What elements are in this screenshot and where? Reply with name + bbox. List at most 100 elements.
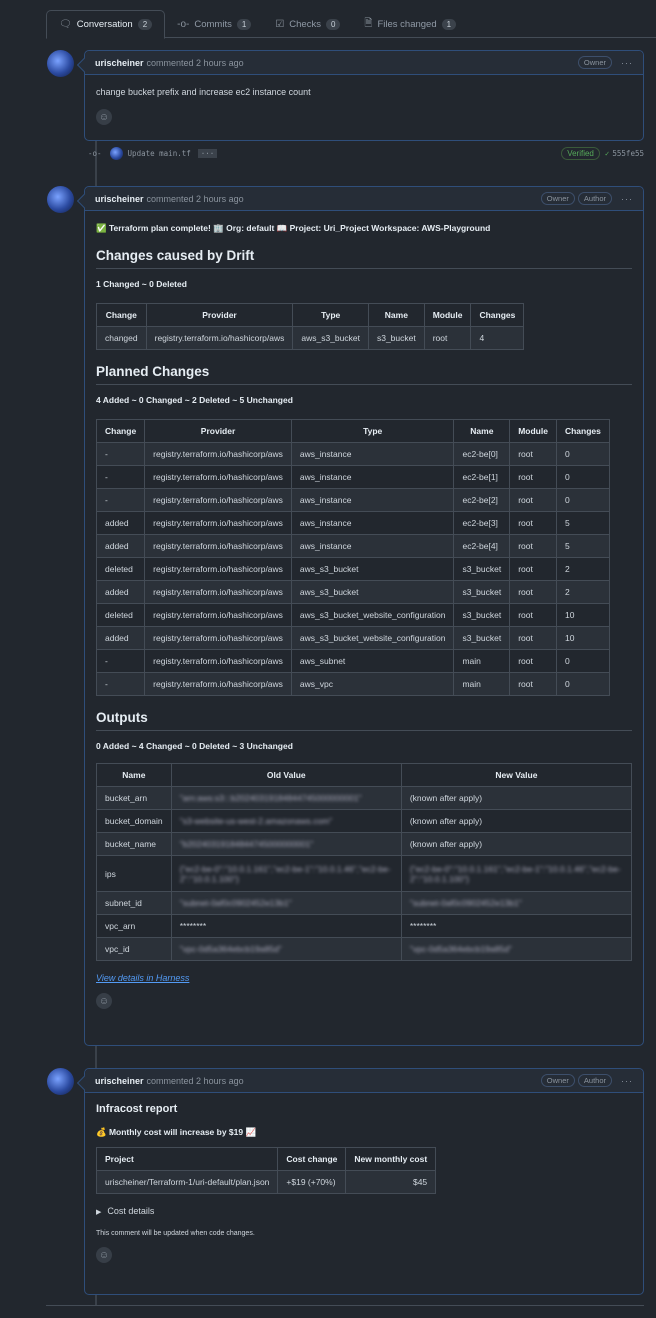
table-cell: aws_s3_bucket_website_configuration — [290, 626, 455, 650]
header-row: Name Old Value New Value — [96, 763, 633, 787]
outputs-heading: Outputs — [96, 710, 632, 731]
drift-table: Change Provider Type Name Module Changes chang… — [96, 303, 525, 350]
planned-table: Change Provider Type Name Module Changes - regi… — [96, 419, 610, 696]
table-row: urischeiner/Terraform-1/uri-default/plan… — [95, 1170, 437, 1194]
comment-timestamp[interactable]: commented 2 hours ago — [146, 193, 244, 204]
smiley-icon[interactable]: ☺ — [96, 1247, 112, 1263]
table-cell: 0 — [555, 649, 610, 673]
table-cell: s3_bucket — [453, 603, 511, 627]
cell-text: - — [105, 495, 108, 505]
cell-text: 0 — [564, 679, 570, 689]
cell-text: 10 — [564, 633, 575, 643]
table-cell: aws_s3_bucket — [290, 580, 455, 604]
table-cell: aws_instance — [290, 465, 455, 489]
column-header: Change — [96, 419, 146, 443]
tab-count: 0 — [325, 18, 341, 30]
cell-text: 0 — [564, 449, 570, 459]
table-cell: 0 — [555, 672, 610, 696]
owner-badge: Owner — [540, 192, 575, 205]
avatar[interactable] — [47, 50, 74, 77]
author-link[interactable]: urischeiner — [95, 193, 144, 204]
kebab-menu-icon[interactable]: ··· — [621, 1075, 633, 1086]
table-cell: ec2-be[2] — [453, 488, 511, 512]
cell-text: - — [105, 679, 108, 689]
table-cell: "subnet-0af0c0902452e13b1" — [400, 891, 633, 915]
cell-text: root — [518, 679, 533, 689]
table-row: deleted registry.terraform.io/hashicorp/a… — [96, 603, 610, 627]
cell-text: aws_s3_bucket_website_configuration — [299, 633, 446, 643]
smiley-icon[interactable]: ☺ — [96, 993, 112, 1009]
table-cell: {"ec2-be-0":"10.0.1.161","ec2-be-1":"10.… — [170, 855, 402, 892]
table-cell: deleted — [96, 557, 146, 581]
commit-message[interactable]: Update main.tf — [127, 148, 191, 158]
table-cell: subnet_id — [96, 891, 172, 915]
table-cell: $45 — [345, 1170, 437, 1194]
table-cell: urischeiner/Terraform-1/uri-default/plan… — [95, 1170, 279, 1194]
cell-text: bucket_domain — [105, 816, 163, 826]
cell-text: ips — [105, 868, 116, 879]
cell-text: root — [518, 449, 533, 459]
table-cell: aws_subnet — [290, 649, 455, 673]
kebab-menu-icon[interactable]: ··· — [621, 193, 633, 204]
cell-text: changed — [105, 333, 138, 343]
commit-sha[interactable]: 555fe55 — [612, 148, 644, 158]
cell-text: ec2-be[0] — [462, 449, 498, 459]
cell-text: +$19 (+70%) — [286, 1177, 336, 1187]
tab-label: Commits — [194, 18, 232, 30]
cell-text: subnet_id — [105, 898, 142, 908]
avatar[interactable] — [47, 1068, 74, 1095]
column-header: Module — [423, 303, 472, 327]
table-cell: 0 — [555, 442, 610, 466]
table-cell: registry.terraform.io/hashicorp/aws — [144, 557, 292, 581]
tab-commits[interactable]: -o- Commits 1 — [165, 10, 263, 38]
author-link[interactable]: urischeiner — [95, 57, 144, 68]
cell-text: "arn:aws:s3:::b2024031918484474500000000… — [179, 793, 362, 803]
table-cell: ec2-be[1] — [453, 465, 511, 489]
table-cell: "vpc-0d5a364ebcb19a85d" — [400, 937, 633, 961]
table-cell: aws_instance — [290, 534, 455, 558]
column-header: Project — [95, 1147, 279, 1171]
tab-files-changed[interactable]: 🗎 Files changed 1 — [352, 10, 468, 38]
kebab-menu-icon[interactable]: ··· — [621, 57, 633, 68]
cell-text: ******** — [409, 921, 437, 931]
avatar[interactable] — [109, 146, 123, 160]
column-header: Name — [453, 419, 511, 443]
table-cell: - — [96, 672, 146, 696]
tab-checks[interactable]: ☑ Checks 0 — [263, 10, 352, 38]
cell-text: (known after apply) — [409, 793, 483, 803]
comment-timestamp[interactable]: commented 2 hours ago — [146, 1075, 244, 1086]
tab-count: 2 — [137, 19, 153, 30]
verified-badge[interactable]: Verified — [561, 146, 600, 160]
author-link[interactable]: urischeiner — [95, 1075, 144, 1086]
table-row: ips {"ec2-be-0":"10.0.1.161","ec2-be-1":"… — [96, 855, 633, 892]
table-row: vpc_id "vpc-0d5a364ebcb19a85d" "vpc-0d5a36… — [96, 937, 633, 961]
cell-text: deleted — [105, 564, 133, 574]
table-row: - registry.terraform.io/hashicorp/aws aws_… — [96, 649, 610, 673]
table-cell: added — [96, 626, 146, 650]
avatar[interactable] — [47, 186, 74, 213]
cell-text: root — [518, 610, 533, 620]
table-cell: 10 — [555, 603, 610, 627]
table-cell: registry.terraform.io/hashicorp/aws — [144, 580, 292, 604]
comment-timestamp[interactable]: commented 2 hours ago — [146, 57, 244, 68]
cell-text: ec2-be[2] — [462, 495, 498, 505]
column-header: Changes — [555, 419, 610, 443]
cell-text: root — [518, 564, 533, 574]
cell-text: s3_bucket — [462, 564, 502, 574]
tab-conversation[interactable]: 🗨 Conversation 2 — [46, 10, 166, 39]
table-row: changed registry.terraform.io/hashicorp/a… — [96, 326, 525, 350]
harness-details-link[interactable]: View details in Harness — [96, 973, 190, 983]
table-cell: bucket_name — [96, 832, 172, 856]
table-cell: registry.terraform.io/hashicorp/aws — [144, 649, 292, 673]
tab-label: Conversation — [76, 19, 133, 30]
table-cell: aws_instance — [290, 488, 455, 512]
planned-table-scroll[interactable]: Change Provider Type Name Module Changes - regi… — [96, 419, 632, 696]
table-cell: added — [96, 511, 146, 535]
smiley-icon[interactable]: ☺ — [96, 109, 112, 125]
cell-text: aws_subnet — [299, 656, 346, 666]
cell-text: aws_vpc — [299, 679, 333, 689]
table-cell: aws_instance — [290, 511, 455, 535]
cell-text: vpc_arn — [105, 921, 136, 931]
expand-ellipsis-button[interactable]: ··· — [197, 148, 218, 158]
cost-details-toggle[interactable]: ▶ Cost details — [96, 1206, 632, 1216]
